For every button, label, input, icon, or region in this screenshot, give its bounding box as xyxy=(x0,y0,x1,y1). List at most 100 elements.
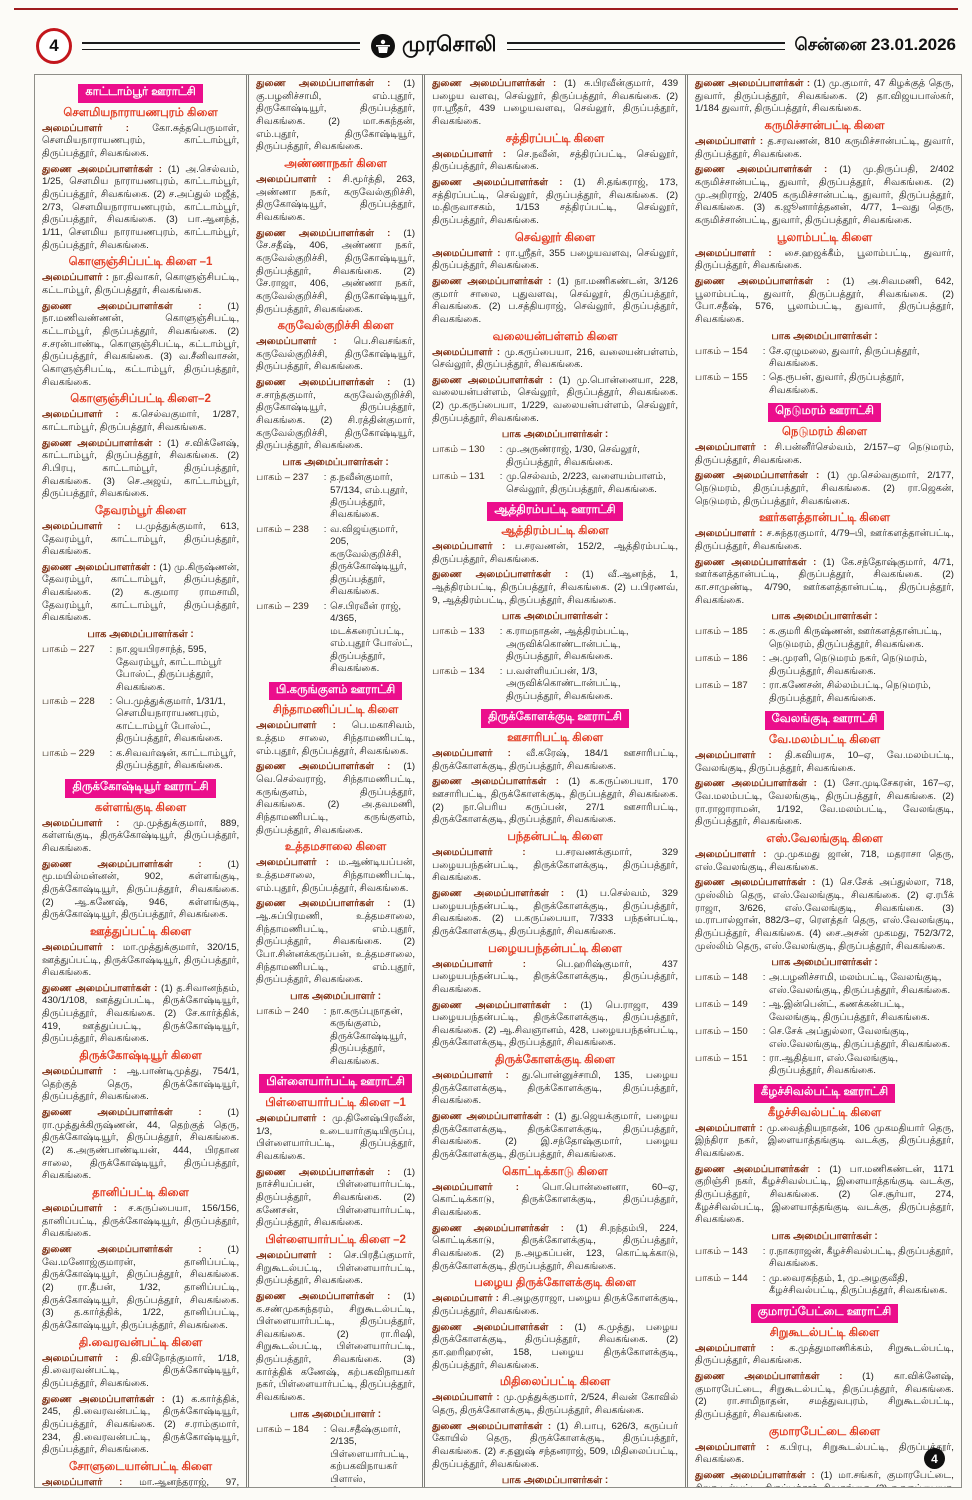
branch-header: அண்ணாநகர் கிளை xyxy=(284,157,387,170)
branch-header: பழையபந்தன்பட்டி கிளை xyxy=(488,942,622,955)
role-label: துணை அமைப்பாளர்கள் xyxy=(695,275,814,287)
role-separator: : xyxy=(374,377,404,389)
organizer-paragraph: அமைப்பாளர் : க.முத்துமாணிக்கம், சிறுகூடல… xyxy=(695,1343,954,1368)
part-number: பாகம் – 134 xyxy=(432,665,485,677)
role-label: துணை அமைப்பாளர்கள் xyxy=(695,1370,820,1382)
role-label: அமைப்பாளர் xyxy=(432,346,493,358)
role-separator: : xyxy=(152,163,168,175)
deputy-organizers-paragraph: துணை அமைப்பாளர்கள் : (1) நா.மணிகண்டன், 3… xyxy=(432,276,678,327)
role-label: துணை அமைப்பாளர்கள் xyxy=(695,877,807,889)
part-separator: : xyxy=(762,372,766,384)
organizer-paragraph: அமைப்பாளர் : ரா.ஸ்ரீதர், 355 பழையவளவு, ச… xyxy=(432,248,678,273)
deputy-organizers-paragraph: துணை அமைப்பாளர்கள் : (1) மு.பொன்னையா, 22… xyxy=(432,375,678,426)
address-text: (1) கே.சந்தோஷ்குமார், 4/71, ஊர்களத்தான்ப… xyxy=(695,556,954,606)
branch-header: கள்ளங்குடி கிளை xyxy=(94,801,187,814)
part-row: பாகம் – 184 : வெ.சதீஷ்குமார், 2/135, பிள… xyxy=(256,1424,415,1487)
role-separator: : xyxy=(374,1166,404,1178)
part-number: பாகம் – 184 xyxy=(256,1423,309,1435)
organizer-paragraph: அமைப்பாளர் : ப.சரவணக்குமார், 329 பழையபந்… xyxy=(432,847,678,885)
role-separator: : xyxy=(550,569,582,581)
address-text: ரா.ஸ்ரீதர், 355 பழையவளவு, செவ்லூர், திரு… xyxy=(432,247,679,272)
role-separator: : xyxy=(806,556,823,568)
part-row: பாகம் – 229 : க.சிவவர்ஷன், காட்டாம்பூர்,… xyxy=(42,748,239,773)
organizer-paragraph: அமைப்பாளர் : மு.தினேஷ்பிரவீன், 1/3, உடைய… xyxy=(256,1113,415,1164)
part-separator: : xyxy=(762,680,766,692)
top-accent-rule xyxy=(14,8,958,10)
address-text: ப.சரவணன், 152/2, ஆத்திரம்பட்டி, திருப்பத… xyxy=(432,541,679,565)
role-separator: : xyxy=(755,750,785,761)
role-separator: : xyxy=(811,164,840,176)
deputy-organizers-paragraph: துணை அமைப்பாளர்கள் : (1) ரா.முத்துக்கிரு… xyxy=(42,1107,239,1183)
address-text: (1) மு.திருப்பதி, 2/402 கருமிச்சான்பட்டி… xyxy=(695,164,954,226)
column-4: துணை அமைப்பாளர்கள் : (1) மு.குமார், 47 க… xyxy=(685,75,961,1487)
deputy-organizers-paragraph: துணை அமைப்பாளர்கள் : (1) வெ.செல்வராஜ், ச… xyxy=(256,761,415,837)
part-text: மு.செல்வம், 2/223, வளையம்பாளம், செவ்லூர்… xyxy=(506,471,666,495)
role-separator: : xyxy=(755,1122,767,1134)
role-label: துணை அமைப்பாளர்கள் xyxy=(432,1111,542,1123)
part-text: மு.வைரகந்தம், 1, மு.அழகுவீதி, கீழச்சிவல்… xyxy=(769,1272,948,1297)
address-text: பெ.சிவசங்கர், கருவேல்குறிச்சி, திருகோஷ்ட… xyxy=(256,336,416,373)
part-organizers-heading: பாக அமைப்பாளர் : xyxy=(290,1408,382,1420)
panchayat-header: பிள்ளையார்பட்டி ஊராட்சி xyxy=(259,1074,412,1093)
branch-header: ஆத்திரம்பட்டி கிளை xyxy=(501,525,609,538)
address-text: (1) சு.பிரவீன்குமார், 439 பழைய வளவு, செவ… xyxy=(432,78,679,127)
masthead: 4 முரசொலி சென்னை 23.01.2026 xyxy=(36,28,956,64)
role-separator: : xyxy=(374,898,404,910)
part-organizers-heading: பாக அமைப்பாளர்கள் : xyxy=(501,611,609,623)
address-text: ச.சுந்தரகுமார், 4/79–பி, ஊர்களத்தான்பட்ட… xyxy=(695,528,954,553)
part-number: பாகம் – 238 xyxy=(256,523,309,535)
part-separator: : xyxy=(323,523,327,535)
role-separator: : xyxy=(548,1222,576,1234)
part-separator: : xyxy=(323,472,327,484)
role-label: துணை அமைப்பாளர்கள் xyxy=(42,1393,155,1405)
column-2: துணை அமைப்பாளர்கள் : (1) கு.பழனிச்சாமி, … xyxy=(246,75,422,1487)
branch-header: சிறுகூடல்பட்டி கிளை xyxy=(769,1326,880,1339)
organizer-paragraph: அமைப்பாளர் : மா.ஆனந்தராஜ், 97, சோளுடையான… xyxy=(42,1477,239,1487)
branch-header: செவ்லூர் கிளை xyxy=(514,231,596,244)
organizer-paragraph: அமைப்பாளர் : ஆ.பாண்டிமுத்து, 754/1, தெற்… xyxy=(42,1066,239,1104)
part-row: பாகம் – 143 : ர.நாகராஜன், கீழச்சிவல்பட்ட… xyxy=(695,1246,954,1271)
address-text: க.செல்வகுமார், 1/287, காட்டாம்பூர், திரு… xyxy=(42,409,240,433)
organizer-paragraph: அமைப்பாளர் : செ.நவீன், சத்திரப்பட்டி, செ… xyxy=(432,149,678,174)
role-separator: : xyxy=(102,122,153,134)
footer-page-badge: 4 xyxy=(924,1448,945,1469)
address-text: (1) நா.மணிகண்டன், 3/126 குமார் சாலை, புத… xyxy=(432,275,679,325)
deputy-organizers-paragraph: துணை அமைப்பாளர்கள் : (1) மூ.மயில்மன்னன்,… xyxy=(42,859,239,922)
role-separator: : xyxy=(102,941,123,953)
organizer-paragraph: அமைப்பாளர் : தி.கவியரசு, 10–ஏ, வே.மலம்பட… xyxy=(695,750,954,775)
role-separator: : xyxy=(492,1293,503,1305)
masthead-rule-right xyxy=(506,42,785,50)
role-separator: : xyxy=(102,520,136,532)
role-label: அமைப்பாளர் xyxy=(256,1112,317,1124)
panchayat-header: குமாரப்பேட்டை ஊராட்சி xyxy=(750,1303,899,1323)
part-number: பாகம் – 155 xyxy=(695,372,748,384)
role-separator: : xyxy=(548,1321,575,1333)
role-separator: : xyxy=(102,1352,131,1364)
address-text: (1) த.சிவானந்தம், 430/1/108, ஊத்துப்பட்ட… xyxy=(42,982,240,1045)
part-number: பாகம் – 149 xyxy=(695,999,748,1011)
part-number: பாகம் – 240 xyxy=(256,1005,309,1017)
role-separator: : xyxy=(807,470,828,482)
role-label: துணை அமைப்பாளர்கள் xyxy=(432,176,549,188)
part-text: த.நவீன்குமார், 57/134, எம்.புதூர், திருப… xyxy=(330,472,408,521)
role-separator: : xyxy=(172,858,228,870)
deputy-organizers-paragraph: துணை அமைப்பாளர்கள் : (1) அ.சிவமணி, 642, … xyxy=(695,276,954,327)
role-separator: : xyxy=(542,275,558,287)
role-label: அமைப்பாளர் xyxy=(695,442,756,454)
role-separator: : xyxy=(102,1203,129,1214)
branch-header: சௌமியநாராயணபுரம் கிளை xyxy=(63,106,218,119)
address-text: த.சரவணன், 810 கருமிச்சான்பட்டி, துவார், … xyxy=(695,135,954,160)
deputy-organizers-paragraph: துணை அமைப்பாளர்கள் : (1) ஆ.சுப்பிரமணி, உ… xyxy=(256,898,415,987)
part-text: அ.பழனிச்சாமி, மலம்பட்டி, வேலங்குடி, எஸ்.… xyxy=(769,972,951,996)
address-text: (1) பெ.ராஜா, 439 பழையபந்தன்பட்டி, திருக்… xyxy=(432,999,679,1049)
part-organizers-heading: பாக அமைப்பாளர்கள் : xyxy=(771,957,878,969)
part-separator: : xyxy=(762,999,766,1011)
organizer-paragraph: அமைப்பாளர் : செ.பிரதீப்குமார், சிறுகூடல்… xyxy=(256,1250,415,1288)
role-separator: : xyxy=(316,336,354,348)
address-text: (1) க.முத்து, பழைய திருக்கோளக்குடி, திரு… xyxy=(432,1321,679,1371)
masthead-rule-left xyxy=(82,42,360,50)
role-separator: : xyxy=(374,227,404,239)
branch-header: சிந்தாமணிப்பட்டி கிளை xyxy=(272,704,399,717)
branch-header: ஊசாரிபட்டி கிளை xyxy=(507,732,603,744)
role-separator: : xyxy=(172,1243,228,1255)
